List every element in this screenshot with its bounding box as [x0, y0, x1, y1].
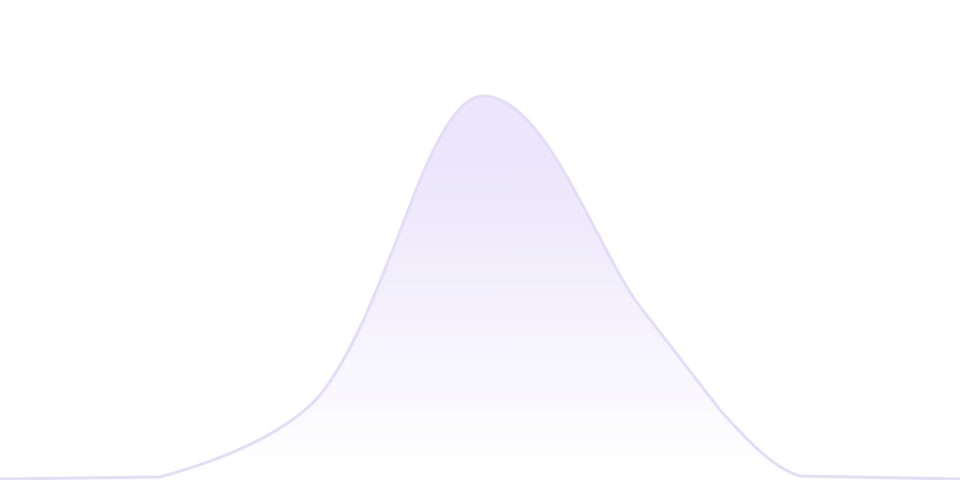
area-fill — [0, 96, 960, 480]
curve-line — [0, 94, 960, 480]
